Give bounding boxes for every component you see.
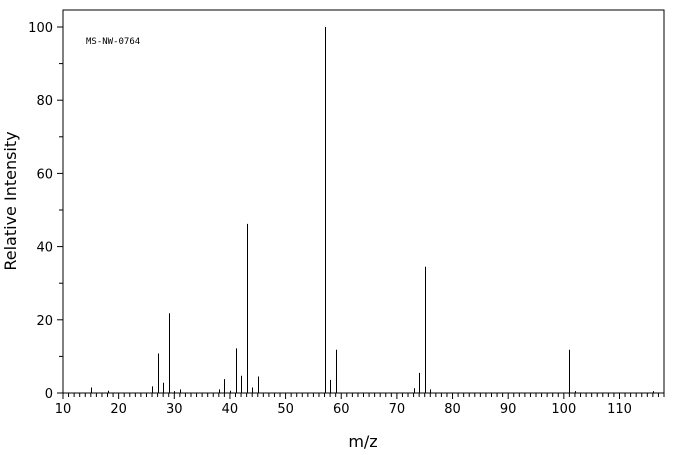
y-axis-title: Relative Intensity xyxy=(1,131,20,270)
y-tick-label: 0 xyxy=(45,387,53,402)
x-tick-label: 20 xyxy=(110,402,127,417)
x-tick-label: 70 xyxy=(389,402,406,417)
y-tick-label: 100 xyxy=(28,21,53,36)
x-tick-label: 110 xyxy=(607,402,632,417)
spectrum-id-label: MS-NW-0764 xyxy=(86,37,140,47)
y-tick-label: 40 xyxy=(36,241,53,256)
x-tick-label: 50 xyxy=(277,402,294,417)
x-axis-title: m/z xyxy=(348,432,377,451)
y-tick-label: 80 xyxy=(36,94,53,109)
x-tick-label: 40 xyxy=(222,402,239,417)
tick-marks: 10 20 30 40 50 60 70 80 90 100 110 0 20 40 60 80 100 xyxy=(28,21,665,417)
x-tick-label: 90 xyxy=(500,402,517,417)
axes xyxy=(62,9,665,394)
plot-frame xyxy=(62,9,665,394)
x-tick-label: 80 xyxy=(444,402,461,417)
x-tick-label: 60 xyxy=(333,402,350,417)
y-tick-label: 60 xyxy=(36,167,53,182)
y-tick-label: 20 xyxy=(36,314,53,329)
x-tick-label: 30 xyxy=(166,402,183,417)
x-tick-label: 100 xyxy=(551,402,576,417)
peaks xyxy=(91,27,654,393)
x-tick-label: 10 xyxy=(55,402,72,417)
